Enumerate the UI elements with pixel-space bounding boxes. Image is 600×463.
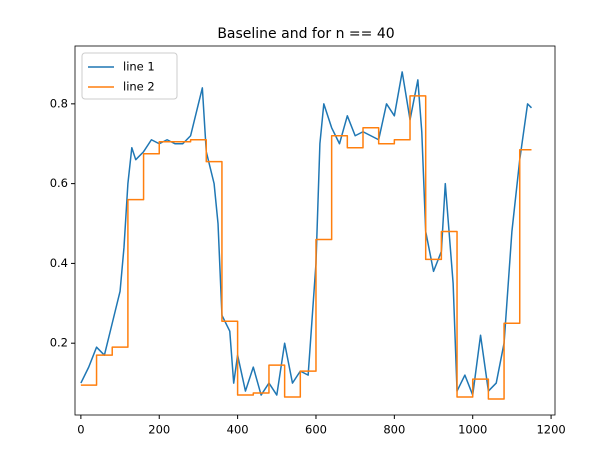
y-tick-label: 0.4 xyxy=(50,256,68,270)
x-tick-label: 600 xyxy=(305,423,327,437)
x-tick-label: 1000 xyxy=(458,423,487,437)
y-tick-label: 0.2 xyxy=(50,336,68,350)
legend-label: line 1 xyxy=(123,60,155,74)
y-tick-label: 0.8 xyxy=(50,96,68,110)
line-series xyxy=(80,95,532,400)
chart-title: Baseline and for n == 40 xyxy=(217,26,394,42)
x-tick-label: 1200 xyxy=(536,423,565,437)
y-tick-label: 0.6 xyxy=(50,176,68,190)
x-tick-label: 400 xyxy=(227,423,249,437)
plot-frame xyxy=(74,45,556,416)
x-tick-label: 200 xyxy=(148,423,170,437)
x-tick-label: 800 xyxy=(383,423,405,437)
line-series xyxy=(80,71,533,396)
legend-label: line 2 xyxy=(123,80,155,94)
x-tick-label: 0 xyxy=(77,423,84,437)
